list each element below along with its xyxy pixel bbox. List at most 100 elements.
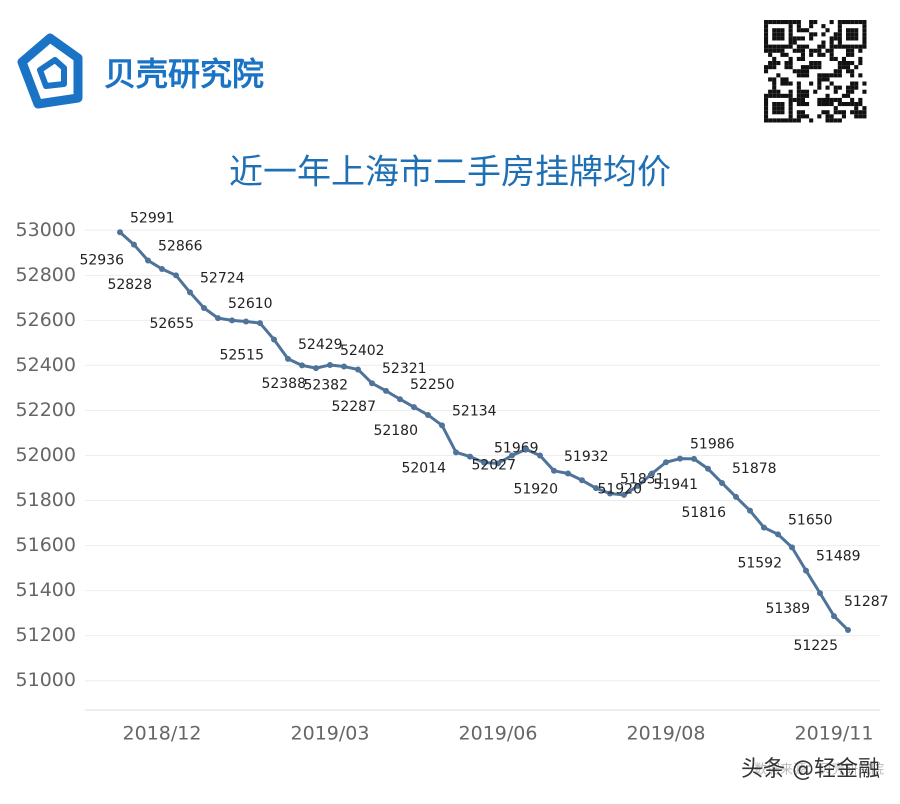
- qr-cell: [768, 44, 773, 49]
- point: [719, 479, 725, 486]
- qr-cell: [764, 28, 769, 33]
- qr-cell: [800, 114, 805, 119]
- qr-cell: [829, 20, 834, 25]
- qr-cell: [780, 118, 785, 123]
- qr-cell: [772, 118, 777, 123]
- qr-cell: [833, 36, 838, 41]
- point: [243, 318, 249, 325]
- qr-cell: [809, 118, 814, 123]
- qr-cell: [833, 110, 838, 115]
- qr-cell: [772, 48, 777, 53]
- qr-cell: [837, 102, 842, 107]
- qr-cell: [850, 32, 855, 37]
- qr-cell: [841, 61, 846, 66]
- y-tick-label: 51800: [16, 489, 76, 511]
- qr-cell: [788, 93, 793, 98]
- qr-cell: [776, 48, 781, 53]
- x-tick-label: 2019/08: [627, 723, 706, 745]
- qr-cell: [800, 56, 805, 61]
- qr-cell: [772, 110, 777, 115]
- y-tick-label: 52200: [16, 399, 76, 421]
- qr-cell: [788, 56, 793, 61]
- qr-cell: [850, 89, 855, 94]
- qr-cell: [837, 24, 842, 29]
- qr-cell: [846, 32, 851, 37]
- value-label: 52724: [200, 270, 245, 286]
- qr-cell: [768, 61, 773, 66]
- point: [607, 490, 613, 497]
- qr-cell: [858, 20, 863, 25]
- qr-cell: [788, 65, 793, 70]
- point: [733, 493, 739, 500]
- qr-cell: [796, 81, 801, 86]
- qr-cell: [772, 81, 777, 86]
- qr-cell: [837, 20, 842, 25]
- qr-cell: [862, 44, 867, 49]
- qr-cell: [772, 56, 777, 61]
- point: [467, 453, 473, 460]
- qr-cell: [788, 32, 793, 37]
- qr-cell: [796, 114, 801, 119]
- qr-cell: [772, 20, 777, 25]
- qr-cell: [772, 85, 777, 90]
- point: [775, 531, 781, 538]
- point: [201, 304, 207, 311]
- qr-cell: [846, 93, 851, 98]
- qr-cell: [821, 44, 826, 49]
- value-label: 51389: [765, 601, 810, 617]
- qr-cell: [796, 44, 801, 49]
- watermark: 头条 @轻金融: [741, 757, 880, 782]
- qr-cell: [772, 89, 777, 94]
- qr-cell: [846, 102, 851, 107]
- qr-cell: [829, 56, 834, 61]
- qr-cell: [837, 61, 842, 66]
- point: [845, 627, 851, 634]
- value-label: 51941: [653, 477, 698, 493]
- qr-cell: [764, 102, 769, 107]
- value-label: 52655: [149, 316, 194, 332]
- qr-cell: [772, 106, 777, 111]
- qr-cell: [817, 85, 822, 90]
- qr-cell: [846, 36, 851, 41]
- qr-cell: [833, 118, 838, 123]
- qr-cell: [862, 36, 867, 41]
- x-tick-label: 2019/11: [795, 723, 874, 745]
- qr-cell: [796, 102, 801, 107]
- qr-cell: [837, 69, 842, 74]
- value-label: 52014: [401, 460, 446, 476]
- qr-cell: [825, 114, 830, 119]
- value-label: 51650: [788, 512, 833, 528]
- qr-cell: [813, 48, 818, 53]
- value-label: 52402: [340, 343, 385, 359]
- qr-cell: [780, 32, 785, 37]
- y-tick-label: 52000: [16, 444, 76, 466]
- point: [285, 355, 291, 362]
- qr-cell: [862, 114, 867, 119]
- qr-cell: [862, 24, 867, 29]
- value-label: 51592: [737, 555, 782, 571]
- value-label: 52027: [471, 457, 516, 473]
- qr-cell: [800, 73, 805, 78]
- qr-cell: [796, 56, 801, 61]
- point: [677, 455, 683, 462]
- qr-cell: [829, 73, 834, 78]
- qr-cell: [841, 93, 846, 98]
- qr-cell: [825, 77, 830, 82]
- qr-cell: [796, 118, 801, 123]
- qr-cell: [850, 20, 855, 25]
- qr-cell: [780, 48, 785, 53]
- qr-cell: [809, 20, 814, 25]
- qr-cell: [858, 44, 863, 49]
- qr-cell: [841, 65, 846, 70]
- qr-cell: [841, 102, 846, 107]
- qr-cell: [780, 81, 785, 86]
- qr-cell: [817, 73, 822, 78]
- qr-cell: [780, 77, 785, 82]
- qr-cell: [784, 52, 789, 57]
- qr-cell: [780, 110, 785, 115]
- point: [439, 422, 445, 429]
- qr-cell: [800, 89, 805, 94]
- value-label: 51878: [732, 461, 777, 477]
- qr-cell: [829, 118, 834, 123]
- qr-cell: [792, 20, 797, 25]
